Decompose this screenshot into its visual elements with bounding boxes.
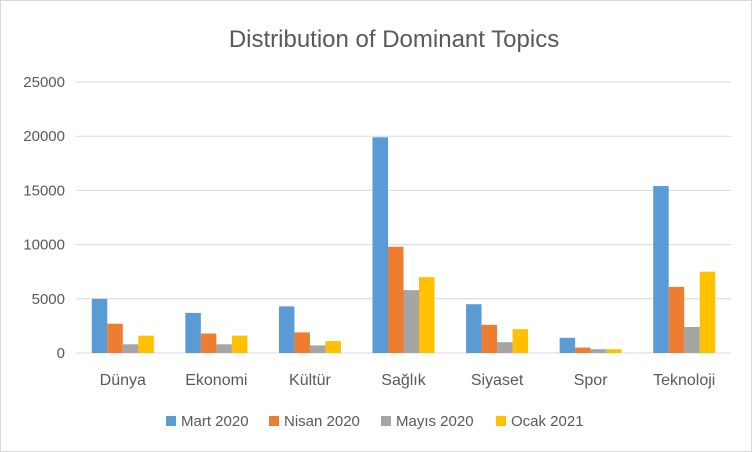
x-category-label: Spor: [574, 372, 608, 389]
x-category-label: Ekonomi: [185, 372, 247, 389]
bar: [231, 335, 248, 353]
bar: [606, 349, 622, 353]
legend: Mart 2020 Nisan 2020 Mayıs 2020 Ocak 2021: [166, 413, 584, 430]
y-tick-label: 20000: [23, 128, 65, 145]
bar: [372, 137, 388, 353]
legend-label: Mart 2020: [181, 413, 249, 430]
bar: [466, 304, 482, 353]
y-tick-label: 5000: [32, 291, 65, 308]
bar: [653, 186, 669, 353]
bar: [575, 347, 591, 353]
bar: [309, 345, 326, 353]
legend-swatch: [496, 416, 506, 426]
bar: [216, 344, 232, 353]
y-tick-label: 10000: [23, 237, 65, 254]
bar: [200, 333, 217, 353]
bar: [107, 323, 123, 353]
legend-item: Nisan 2020: [269, 413, 360, 430]
bar: [699, 271, 716, 353]
bar: [403, 290, 419, 353]
bar: [668, 286, 685, 353]
y-tick-label: 15000: [23, 182, 65, 199]
bar: [91, 298, 108, 353]
bar: [684, 326, 700, 353]
chart-title: Distribution of Dominant Topics: [229, 26, 559, 53]
legend-item: Mart 2020: [166, 413, 249, 430]
bar: [138, 335, 154, 353]
legend-swatch: [166, 416, 176, 426]
bar: [325, 341, 341, 353]
bar: [278, 306, 295, 353]
bar: [388, 246, 404, 353]
x-category-label: Kültür: [289, 372, 331, 389]
bar: [512, 329, 529, 353]
y-axis-ticks: 0 5000 10000 15000 20000 25000: [23, 74, 65, 362]
y-tick-label: 0: [57, 345, 65, 362]
bar: [481, 324, 498, 353]
bar: [122, 344, 139, 353]
legend-label: Mayıs 2020: [396, 413, 474, 430]
legend-swatch: [381, 416, 391, 426]
x-category-label: Sağlık: [381, 372, 426, 389]
bar: [185, 312, 201, 353]
legend-swatch: [269, 416, 279, 426]
bar: [294, 332, 310, 353]
bars: [91, 137, 716, 353]
y-tick-label: 25000: [23, 74, 65, 91]
legend-label: Ocak 2021: [511, 413, 584, 430]
bar: [559, 337, 576, 353]
bar: [590, 349, 607, 353]
bar: [419, 277, 435, 353]
legend-item: Ocak 2021: [496, 413, 584, 430]
gridlines: [76, 81, 731, 354]
x-category-label: Teknoloji: [653, 372, 715, 389]
bar: [497, 342, 513, 353]
legend-label: Nisan 2020: [284, 413, 360, 430]
x-category-label: Siyaset: [471, 372, 524, 389]
x-category-label: Dünya: [100, 372, 146, 389]
x-axis-categories: Dünya Ekonomi Kültür Sağlık Siyaset Spor Tekno…: [100, 372, 716, 389]
legend-item: Mayıs 2020: [381, 413, 474, 430]
